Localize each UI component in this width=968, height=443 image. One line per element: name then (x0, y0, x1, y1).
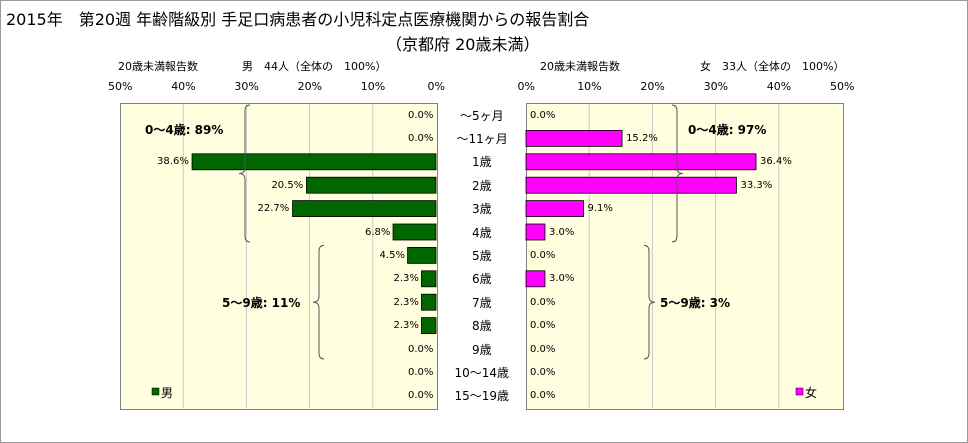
male-group-brace (312, 244, 325, 360)
female-subtitle: 女 33人（全体の 100%） (700, 60, 845, 73)
male-group-brace (238, 104, 251, 243)
male-value-label: 20.5% (271, 179, 304, 191)
female-value-label: 0.0% (530, 249, 556, 261)
male-bar (421, 293, 437, 311)
male-tick-label: 10% (360, 79, 386, 93)
age-category-label: 2歳 (472, 178, 492, 193)
male-tick-label: 0% (427, 79, 445, 93)
male-bar (421, 317, 437, 335)
male-bar (392, 223, 437, 241)
female-value-label: 3.0% (548, 226, 575, 238)
female-value-label: 0.0% (530, 366, 556, 378)
female-legend-swatch (795, 387, 804, 396)
male-value-label: 22.7% (257, 203, 290, 215)
age-category-label: 1歳 (472, 155, 492, 170)
female-value-label: 0.0% (530, 296, 556, 308)
female-bar (525, 270, 546, 288)
male-value-label: 38.6% (157, 156, 189, 168)
age-category-label: 9歳 (472, 342, 492, 357)
female-tick-label: 20% (640, 79, 665, 93)
male-tick-label: 30% (234, 79, 259, 93)
female-value-label: 15.2% (626, 132, 658, 144)
female-bar (525, 176, 737, 194)
male-legend-swatch (151, 387, 160, 396)
female-tick-label: 40% (766, 79, 792, 93)
age-category-label: 6歳 (472, 272, 492, 287)
female-group-label: 5～9歳: 3% (660, 295, 731, 310)
female-group-label: 0～4歳: 97% (688, 122, 767, 137)
male-value-label: 0.0% (408, 390, 434, 402)
male-value-label: 0.0% (408, 343, 434, 355)
male-subtitle: 男 44人（全体の 100%） (242, 60, 387, 73)
female-bar (525, 153, 757, 171)
chart-subtitle: （京都府 20歳未満） (386, 35, 540, 54)
female-tick-label: 0% (517, 79, 535, 93)
female-bar (525, 200, 584, 218)
age-category-label: 4歳 (472, 225, 492, 240)
female-value-label: 3.0% (548, 273, 575, 285)
female-value-label: 0.0% (530, 390, 556, 402)
age-category-label: ～5ヶ月 (460, 108, 504, 123)
female-tick-label: 50% (830, 79, 855, 93)
male-value-label: 6.8% (365, 226, 391, 238)
female-group-brace (643, 244, 656, 360)
female-tick-label: 10% (577, 79, 602, 93)
male-value-label: 2.3% (393, 296, 419, 308)
age-category-label: 15～19歳 (454, 389, 510, 404)
female-value-label: 33.3% (740, 179, 773, 191)
male-group-label: 0～4歳: 89% (145, 122, 224, 137)
male-tick-label: 20% (297, 79, 323, 93)
male-value-label: 0.0% (408, 366, 434, 378)
male-group-label: 5～9歳: 11% (222, 295, 301, 310)
female-title: 20歳未満報告数 (540, 60, 620, 73)
female-value-label: 0.0% (530, 343, 556, 355)
male-legend-label: 男 (161, 385, 174, 400)
age-category-label: ～11ヶ月 (456, 131, 508, 146)
male-tick-label: 40% (171, 79, 196, 93)
age-category-label: 3歳 (472, 202, 492, 217)
female-bar (525, 223, 546, 241)
male-bar (292, 200, 437, 218)
age-category-label: 8歳 (472, 319, 492, 334)
female-bar (525, 129, 623, 147)
female-value-label: 36.4% (760, 156, 792, 168)
female-tick-label: 30% (703, 79, 729, 93)
male-bar (306, 176, 437, 194)
age-category-label: 10～14歳 (454, 365, 510, 380)
female-value-label: 9.1% (587, 203, 613, 215)
male-tick-label: 50% (108, 79, 133, 93)
male-bar (407, 246, 437, 264)
female-group-brace (671, 104, 684, 243)
female-legend-label: 女 (805, 385, 818, 400)
male-value-label: 4.5% (379, 249, 405, 261)
male-value-label: 0.0% (408, 132, 434, 144)
age-category-label: 7歳 (472, 295, 492, 310)
male-bar (191, 153, 437, 171)
male-value-label: 2.3% (393, 320, 419, 332)
male-value-label: 2.3% (393, 273, 419, 285)
age-category-label: 5歳 (472, 248, 492, 263)
chart-title: 2015年 第20週 年齢階級別 手足口病患者の小児科定点医療機関からの報告割合 (6, 10, 590, 29)
male-bar (421, 270, 437, 288)
female-value-label: 0.0% (530, 109, 556, 121)
male-value-label: 0.0% (408, 109, 434, 121)
female-value-label: 0.0% (530, 320, 556, 332)
male-title: 20歳未満報告数 (118, 60, 198, 73)
